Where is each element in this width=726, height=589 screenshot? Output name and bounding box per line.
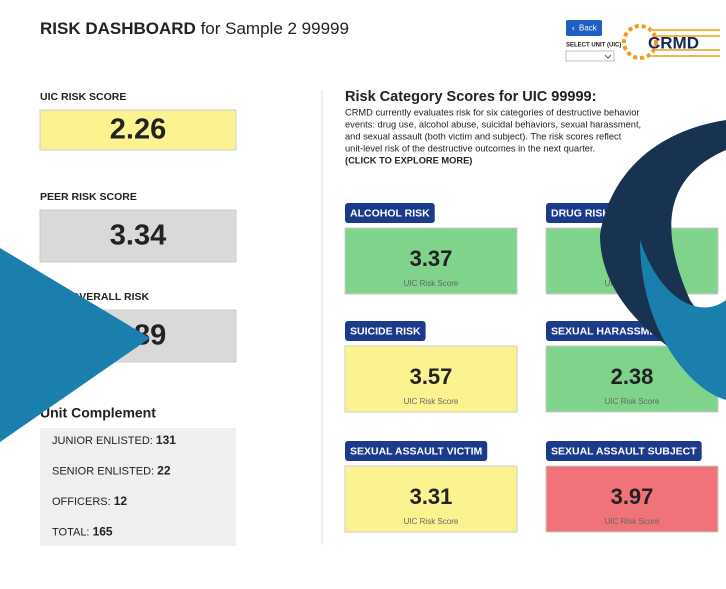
card-score: 3.37 [410,246,453,271]
complement-label: OFFICERS: [52,496,111,508]
card-caption: UIC Risk Score [404,517,459,526]
card-score: 2.38 [611,364,654,389]
dashboard: RISK DASHBOARD for Sample 2 99999 ‹ Back… [0,0,726,584]
card-caption: UIC Risk Score [605,517,660,526]
card-score: 3.31 [410,484,453,509]
score-label: UIC RISK SCORE [40,91,126,103]
card-name: SEXUAL ASSAULT VICTIM [350,445,482,457]
complement-value: 131 [156,433,176,447]
description-line: unit-level risk of the destructive outco… [345,143,595,153]
complement-title: Unit Complement [40,405,156,421]
description-line: and sexual assault (both victim and subj… [345,131,622,141]
select-label: SELECT UNIT (UIC) [566,43,621,49]
title-rest: for Sample 2 99999 [201,19,349,38]
risk-card[interactable]: SEXUAL ASSAULT SUBJECT 3.97 UIC Risk Score [546,441,718,532]
card-name: DRUG RISK [551,207,610,219]
card-name: SUICIDE RISK [350,325,421,337]
cta: (CLICK TO EXPLORE MORE) [345,155,472,165]
complement-row: SENIOR ENLISTED: 22 [52,464,171,478]
complement-value: 22 [157,464,171,478]
description-line: events: drug use, alcohol abuse, suicida… [345,119,641,129]
title: RISK DASHBOARD for Sample 2 99999 [40,19,349,38]
logo-text: CRMD [648,33,699,52]
complement-row: TOTAL: 165 [52,525,113,539]
complement-row: OFFICERS: 12 [52,494,127,508]
back-label: Back [579,24,598,33]
card-score: 3.97 [611,484,654,509]
unit-select[interactable] [566,51,614,61]
categories-title: Risk Category Scores for UIC 99999: [345,89,596,105]
card-caption: UIC Risk Score [605,397,660,406]
complement-row: JUNIOR ENLISTED: 131 [52,433,176,447]
card-name: ALCOHOL RISK [350,207,430,219]
complement-label: SENIOR ENLISTED: [52,465,154,477]
card-caption: UIC Risk Score [404,397,459,406]
description-line: CRMD currently evaluates risk for six ca… [345,107,640,117]
title-bold: RISK DASHBOARD [40,19,196,38]
card-caption: UIC Risk Score [404,279,459,288]
score-value: 2.26 [110,114,166,146]
card-name: SEXUAL ASSAULT SUBJECT [551,445,697,457]
complement-label: JUNIOR ENLISTED: [52,435,153,447]
complement-label: TOTAL: [52,526,90,538]
complement-value: 12 [114,494,128,508]
back-icon: ‹ [572,24,575,33]
score-label: PEER RISK SCORE [40,191,137,203]
complement-value: 165 [93,525,113,539]
score-value: 3.34 [110,220,166,252]
card-score: 3.57 [410,364,453,389]
